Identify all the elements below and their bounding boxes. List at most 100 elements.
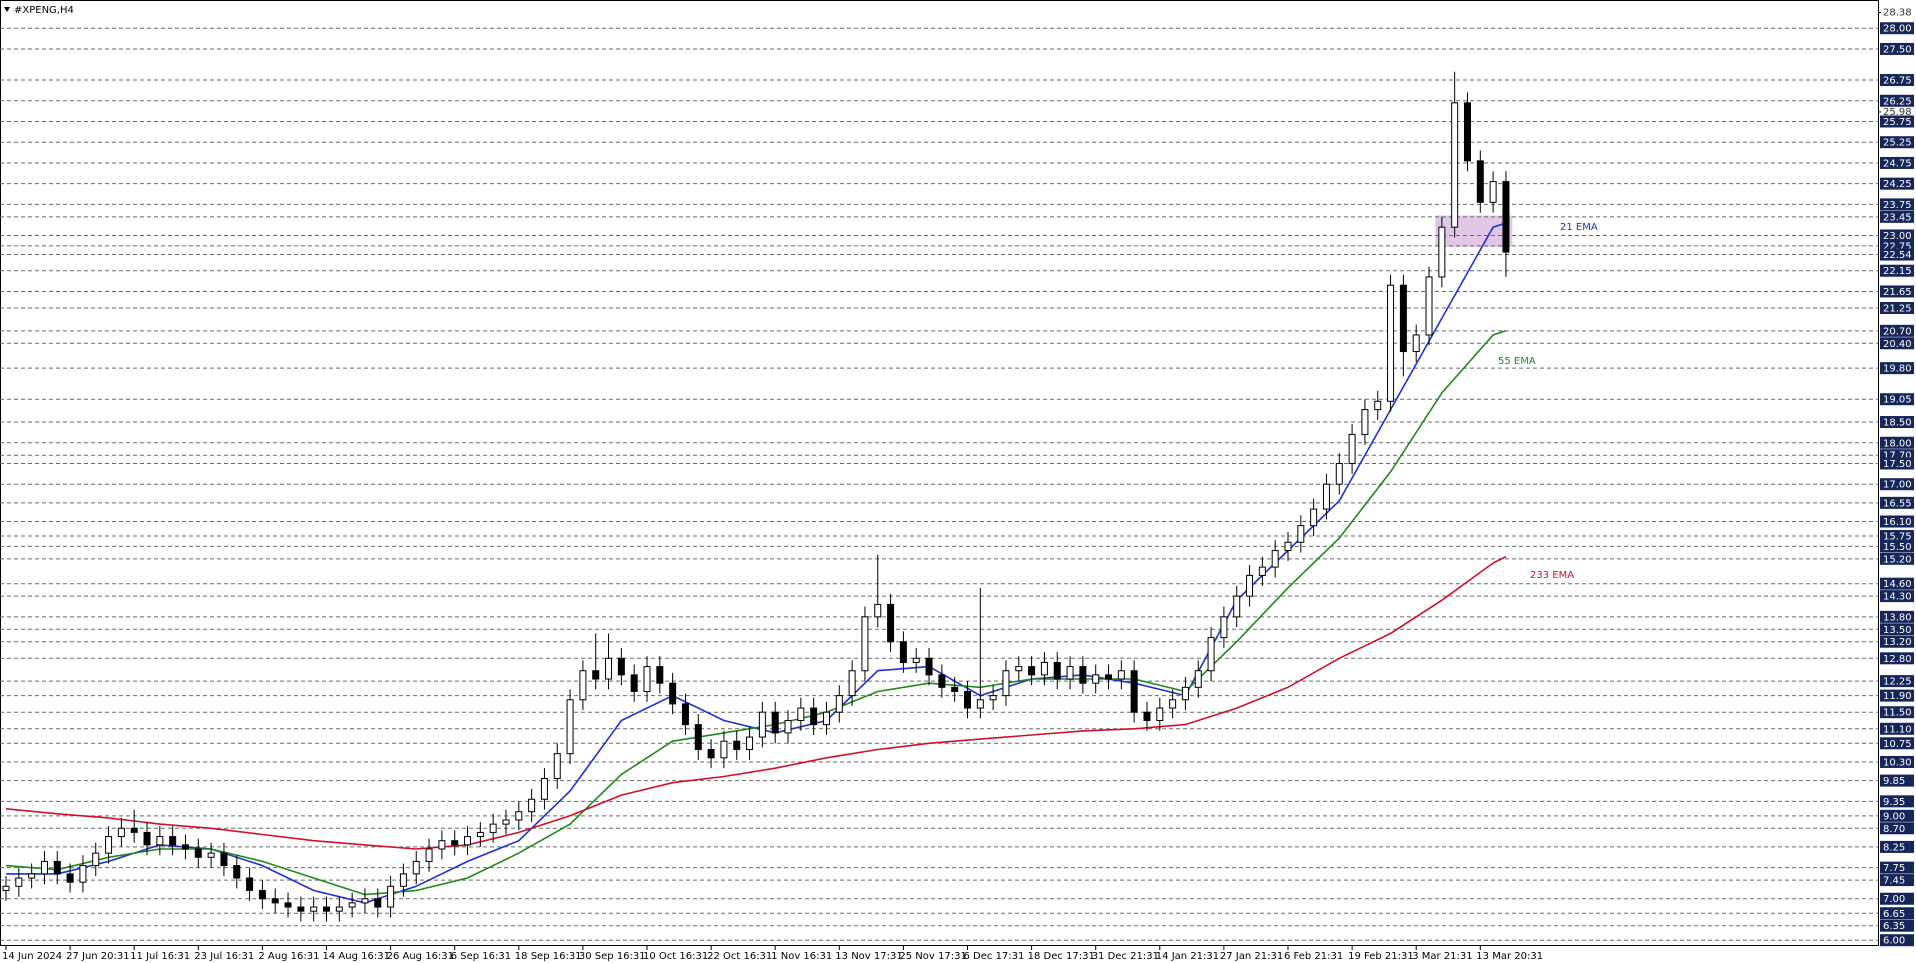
candle-body xyxy=(1489,181,1497,203)
price-level-label: 9.00 xyxy=(1883,811,1905,822)
price-level-label: 17.50 xyxy=(1883,459,1912,470)
candle-body xyxy=(438,840,446,850)
candle-body xyxy=(117,827,125,838)
x-tick-label: 31 Dec 21:31 xyxy=(1092,951,1159,962)
candle-body xyxy=(605,657,613,680)
candle-body xyxy=(92,852,100,867)
candle-body xyxy=(323,906,330,912)
price-level-box xyxy=(1880,229,1914,242)
x-tick-label: 14 Jan 21:31 xyxy=(1156,951,1219,962)
price-level-box xyxy=(1880,478,1914,491)
candle-body xyxy=(412,860,420,875)
candle-body xyxy=(181,844,189,850)
price-level-box xyxy=(1880,362,1914,375)
price-level-label: 15.50 xyxy=(1883,542,1912,553)
candle-body xyxy=(1412,334,1420,353)
price-level-box xyxy=(1880,590,1914,603)
price-level-label: 17.70 xyxy=(1883,451,1912,462)
price-level-label: 10.75 xyxy=(1883,739,1912,750)
x-tick-label: 26 Aug 16:31 xyxy=(387,951,454,962)
candle-body xyxy=(835,695,843,713)
candle-body xyxy=(2,885,10,891)
price-level-label: 15.75 xyxy=(1883,532,1912,543)
price-level-label: 6.65 xyxy=(1883,909,1905,920)
candle-body xyxy=(464,836,472,846)
candle-body xyxy=(1361,409,1369,435)
candle-body xyxy=(1335,462,1343,485)
candle-body xyxy=(451,840,459,846)
price-level-label: 15.20 xyxy=(1883,554,1912,565)
candle-body xyxy=(656,666,664,684)
candle-body xyxy=(1387,284,1395,402)
price-level-label: 13.20 xyxy=(1883,637,1912,648)
candle-body xyxy=(976,699,984,709)
candle-body xyxy=(912,657,920,663)
price-level-box xyxy=(1880,840,1914,853)
price-level-box xyxy=(1880,774,1914,787)
x-tick-label: 6 Dec 17:31 xyxy=(964,951,1025,962)
candle-body xyxy=(1028,666,1036,676)
candle-body xyxy=(1297,525,1305,543)
x-tick-label: 3 Mar 21:31 xyxy=(1412,951,1472,962)
x-tick-label: 30 Sep 16:31 xyxy=(579,951,646,962)
candle-body xyxy=(540,778,548,800)
price-level-box xyxy=(1880,416,1914,429)
plot-frame xyxy=(0,0,1879,946)
candle-body xyxy=(297,906,305,912)
menu-triangle xyxy=(4,7,10,12)
price-level-label: 23.45 xyxy=(1883,212,1912,223)
price-level-label: 8.25 xyxy=(1883,842,1905,853)
candle-body xyxy=(246,877,254,891)
candle-body xyxy=(1002,670,1010,697)
price-level-label: 18.00 xyxy=(1883,438,1912,449)
candle-body xyxy=(1181,686,1189,701)
price-level-box xyxy=(1880,795,1914,808)
price-level-box xyxy=(1880,737,1914,750)
price-level-box xyxy=(1880,248,1914,261)
price-level-label: 11.90 xyxy=(1883,691,1912,702)
candle-body xyxy=(105,836,113,854)
price-level-label: 19.05 xyxy=(1883,395,1912,406)
price-level-box xyxy=(1880,874,1914,887)
candle-body xyxy=(707,749,715,759)
candle-body xyxy=(156,836,164,846)
candle-body xyxy=(925,657,933,676)
candle-body xyxy=(899,641,907,663)
candle-body xyxy=(1079,666,1087,684)
price-level-label: 9.35 xyxy=(1883,797,1905,808)
price-level-label: 21.25 xyxy=(1883,304,1912,315)
price-level-box xyxy=(1880,919,1914,932)
candle-body xyxy=(617,657,625,676)
candle-body xyxy=(348,902,356,908)
x-tick-label: 19 Feb 21:31 xyxy=(1348,951,1414,962)
candle-body xyxy=(1233,595,1241,618)
candle-body xyxy=(1258,566,1266,576)
x-tick-label: 2 Aug 16:31 xyxy=(258,951,319,962)
x-tick-label: 6 Sep 16:31 xyxy=(451,951,511,962)
price-level-label: 9.85 xyxy=(1883,776,1905,787)
price-level-label: 19.80 xyxy=(1883,364,1912,375)
candle-body xyxy=(515,811,523,821)
ema-label: 233 EMA xyxy=(1530,570,1574,581)
price-level-box xyxy=(1880,635,1914,648)
candle-body xyxy=(53,860,61,875)
price-level-label: 11.10 xyxy=(1883,724,1912,735)
price-level-label: 25.75 xyxy=(1883,117,1912,128)
price-level-box xyxy=(1880,156,1914,169)
price-level-box xyxy=(1880,22,1914,35)
price-level-label: 21.65 xyxy=(1883,287,1912,298)
candle-body xyxy=(1066,666,1074,680)
candle-body xyxy=(1040,661,1048,676)
candle-body xyxy=(476,831,484,838)
candle-body xyxy=(887,603,895,643)
candle-body xyxy=(1092,674,1100,684)
price-level-box xyxy=(1880,689,1914,702)
candle-body xyxy=(1438,226,1446,278)
candle-body xyxy=(169,836,177,846)
price-level-box xyxy=(1880,457,1914,470)
price-level-label: 7.45 xyxy=(1883,876,1905,887)
candle-body xyxy=(1425,276,1433,336)
candle-body xyxy=(1194,670,1202,688)
price-level-label: 25.25 xyxy=(1883,138,1912,149)
candle-body xyxy=(630,674,638,692)
